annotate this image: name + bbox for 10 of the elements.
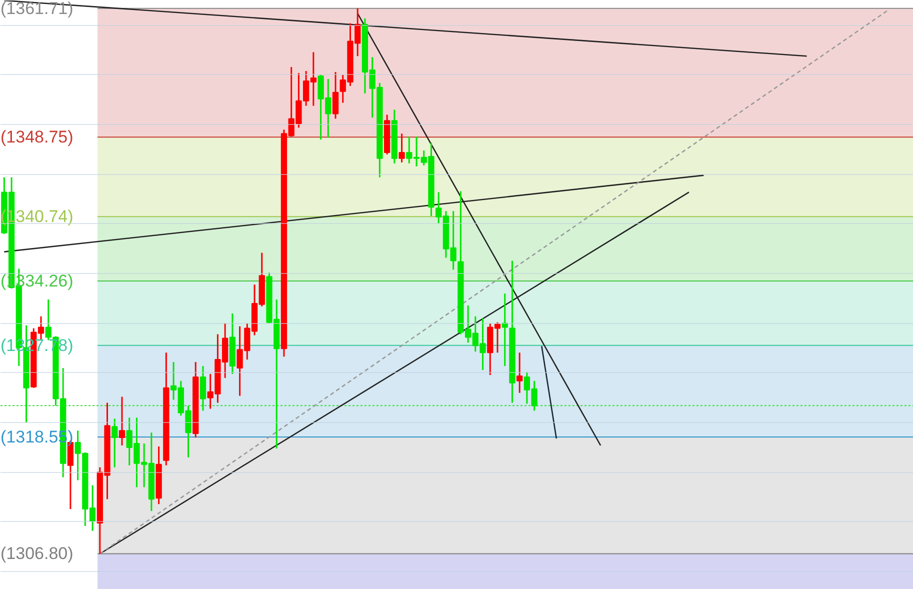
candlestick [200,365,206,412]
candlestick [502,292,508,367]
ref-line-label: (1361.71) [0,0,74,18]
ref-line-label: (1348.75) [0,128,74,147]
candlestick [332,71,339,120]
ref-line-label: (1306.80) [0,544,74,564]
candlestick [118,396,126,446]
candlestick [112,418,118,468]
candlestick [398,132,405,164]
candlestick [516,352,523,394]
